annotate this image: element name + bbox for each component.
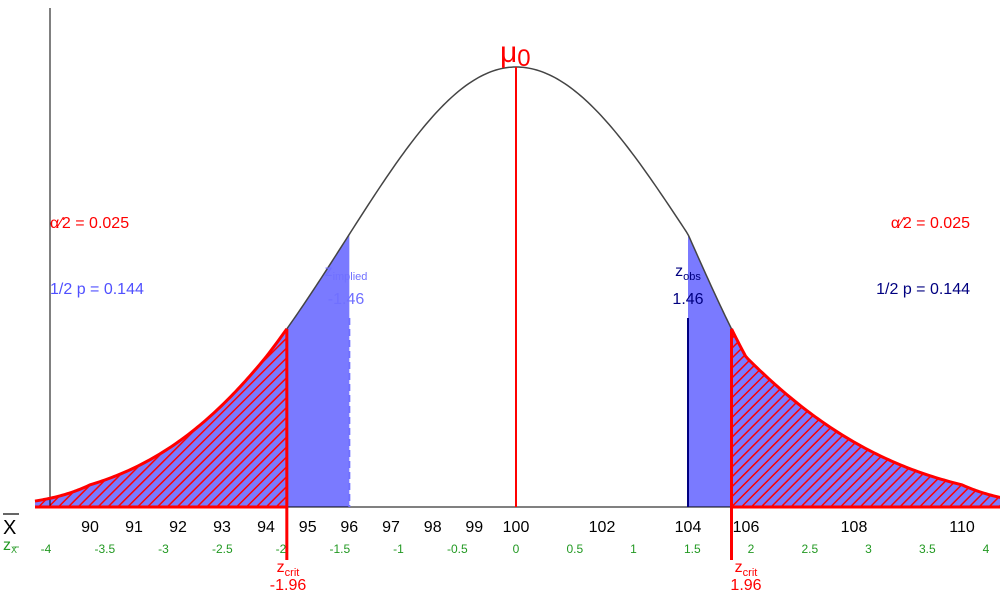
density-curve bbox=[34, 66, 1000, 502]
z-tick-label: 3 bbox=[865, 542, 872, 556]
z-implied-label: zimplied bbox=[325, 263, 368, 283]
z-tick-label: 1.5 bbox=[684, 542, 701, 556]
xbar-tick-label: 108 bbox=[841, 519, 868, 536]
p-region-left bbox=[286, 234, 350, 507]
z-implied-value: -1.46 bbox=[328, 291, 365, 308]
z-tick-label: -2.5 bbox=[212, 542, 233, 556]
marker-lines bbox=[285, 67, 733, 560]
right-tail-outline bbox=[730, 328, 1000, 509]
xbar-tick-label: 94 bbox=[257, 519, 275, 536]
xbar-tick-label: 99 bbox=[465, 519, 483, 536]
alpha-right-label: α⁄2 = 0.025 bbox=[891, 215, 970, 232]
z-tick-label: 3.5 bbox=[919, 542, 936, 556]
xbar-tick-label: 92 bbox=[169, 519, 187, 536]
p-region-right bbox=[688, 234, 732, 507]
xbar-tick-label: 96 bbox=[340, 519, 358, 536]
xbar-tick-labels: 90 91 92 93 94 95 96 97 98 99 100 102 104 106 108 110 bbox=[81, 519, 975, 536]
xbar-tick-label: 98 bbox=[424, 519, 442, 536]
z-crit-right-label: zcrit bbox=[735, 559, 758, 579]
xbar-tick-label: 102 bbox=[589, 519, 616, 536]
left-tail-outline bbox=[34, 327, 289, 509]
xbar-tick-label: 93 bbox=[213, 519, 231, 536]
xbar-tick-label: 97 bbox=[382, 519, 400, 536]
svg-text:X: X bbox=[3, 517, 16, 539]
z-tick-label: -3 bbox=[158, 542, 169, 556]
z-tick-labels: -4 -3.5 -3 -2.5 -2 -1.5 -1 -0.5 0 0.5 1 1.5 2 2.5 3 3.5… bbox=[41, 542, 990, 556]
svg-text:zX: zX bbox=[3, 537, 17, 555]
z-tick-label: 4 bbox=[983, 542, 990, 556]
xbar-tick-label: 106 bbox=[733, 519, 760, 536]
half-p-left-label: 1/2 p = 0.144 bbox=[50, 281, 144, 298]
z-tick-label: 1 bbox=[630, 542, 637, 556]
half-p-right-label: 1/2 p = 0.144 bbox=[876, 281, 970, 298]
z-tick-label: 2.5 bbox=[801, 542, 818, 556]
z-axis-label: zX bbox=[3, 537, 19, 555]
z-tick-label: 2 bbox=[748, 542, 755, 556]
mu-label: μ0 bbox=[500, 36, 531, 72]
critical-region-left bbox=[35, 328, 287, 507]
xbar-tick-label: 91 bbox=[125, 519, 143, 536]
z-crit-right-value: 1.96 bbox=[730, 577, 761, 594]
z-tick-label: -0.5 bbox=[447, 542, 468, 556]
z-tick-label: 0 bbox=[513, 542, 520, 556]
xbar-tick-label: 100 bbox=[503, 519, 530, 536]
z-crit-left-value: -1.96 bbox=[270, 577, 307, 594]
z-tick-label: -2 bbox=[276, 542, 287, 556]
z-tick-label: -1 bbox=[393, 542, 404, 556]
z-obs-value: 1.46 bbox=[672, 291, 703, 308]
z-tick-label: -1.5 bbox=[329, 542, 350, 556]
z-obs-label: zobs bbox=[675, 263, 701, 283]
xbar-tick-label: 110 bbox=[949, 519, 975, 536]
z-tick-label: 0.5 bbox=[566, 542, 583, 556]
shaded-regions bbox=[35, 234, 1000, 507]
critical-region-right bbox=[731, 328, 1000, 507]
xbar-axis-label: X bbox=[3, 513, 19, 539]
xbar-tick-label: 104 bbox=[675, 519, 702, 536]
xbar-tick-label: 95 bbox=[299, 519, 317, 536]
z-tick-label: -4 bbox=[41, 542, 52, 556]
alpha-left-label: α⁄2 = 0.025 bbox=[50, 215, 129, 232]
xbar-tick-label: 90 bbox=[81, 519, 99, 536]
z-crit-left-label: zcrit bbox=[277, 559, 300, 579]
z-tick-label: -3.5 bbox=[94, 542, 115, 556]
